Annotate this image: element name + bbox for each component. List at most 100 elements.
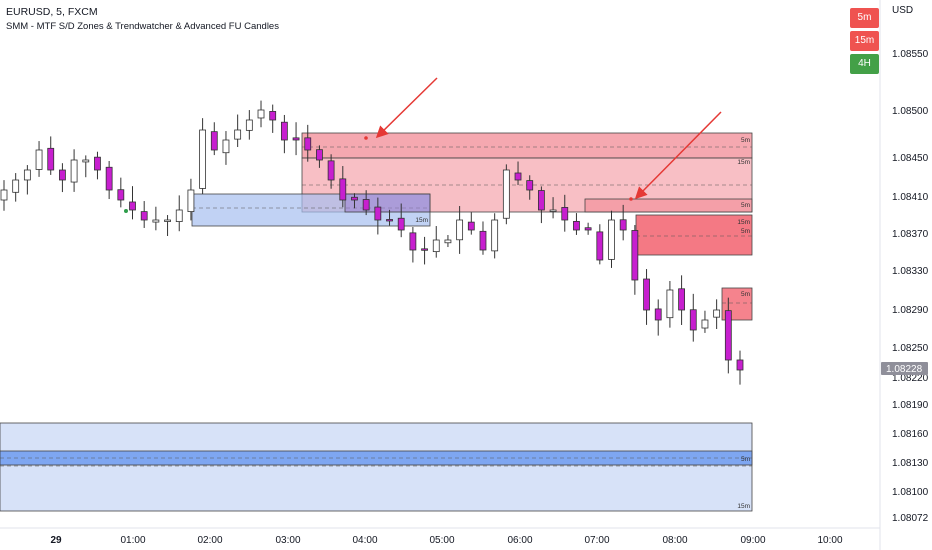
- supply-zone-15m-mid-label: 15m: [737, 219, 750, 226]
- candle-body: [432, 239, 440, 253]
- candle-body: [164, 219, 171, 222]
- arrow-1: [375, 77, 438, 139]
- candle-body: [175, 209, 183, 222]
- candle-body: [35, 149, 43, 170]
- arrow-2: [634, 111, 722, 200]
- candle-body: [596, 231, 604, 261]
- candle-body: [257, 109, 265, 119]
- supply-zone-5m-mid2-label: 5m: [741, 228, 750, 235]
- time-tick-label: 03:00: [275, 535, 300, 546]
- candle-body: [316, 149, 323, 161]
- candle-body: [362, 199, 370, 211]
- candlestick-series: [0, 100, 744, 385]
- currency-label[interactable]: USD: [892, 5, 914, 16]
- supply-zone-5m-top-label: 5m: [741, 137, 750, 144]
- time-tick-label: 05:00: [429, 535, 454, 546]
- time-tick-label: 29: [50, 535, 62, 546]
- demand-zone-5m-bottom-label: 5m: [741, 456, 750, 463]
- price-tick-label: 1.08100: [892, 487, 929, 498]
- candle-body: [210, 131, 218, 151]
- chart-grid: [0, 0, 881, 550]
- candle-body: [502, 169, 510, 219]
- candle-body: [526, 180, 534, 191]
- candle-body: [724, 310, 732, 361]
- candle-body: [0, 189, 8, 201]
- time-tick-label: 07:00: [584, 535, 609, 546]
- time-axis[interactable]: 29 01:00 02:00 03:00 04:00 05:00 06:00 07:00 08:…: [50, 535, 843, 546]
- candle-body: [152, 219, 160, 223]
- price-tick-label: 1.08250: [892, 343, 929, 354]
- candle-body: [351, 196, 358, 201]
- candle-body: [374, 206, 382, 221]
- supply-zone-5m-top: [301, 132, 753, 159]
- price-tick-label: 1.08290: [892, 305, 929, 316]
- price-tick-label: 1.08370: [892, 229, 929, 240]
- supply-zone-5m-low-label: 5m: [741, 291, 750, 298]
- candle-body: [129, 201, 136, 211]
- candle-body: [561, 207, 569, 221]
- signal-dot: [124, 209, 128, 213]
- time-tick-label: 10:00: [817, 535, 842, 546]
- candle-body: [59, 169, 66, 181]
- price-tick-label: 1.08190: [892, 400, 929, 411]
- candle-body: [386, 219, 393, 222]
- supply-zone-5m-mid-label: 5m: [741, 202, 750, 209]
- candle-body: [70, 159, 78, 183]
- candle-body: [736, 359, 744, 371]
- timeframe-15m-badge: 15m: [850, 31, 879, 51]
- price-tick-label: 1.08330: [892, 266, 929, 277]
- price-axis[interactable]: 1.08550 1.08500 1.08450 1.08410 1.08370 1.083…: [881, 49, 929, 524]
- candle-body: [689, 309, 697, 331]
- candle-body: [397, 217, 405, 231]
- sd-zones: 5m 15m 15m 5m 15m 5m 5m 5m 15m: [0, 132, 753, 512]
- candle-body: [537, 190, 545, 211]
- arrow-1-dot: [364, 136, 368, 140]
- candle-body: [701, 319, 709, 329]
- candle-body: [444, 239, 452, 244]
- price-tick-label: 1.08410: [892, 192, 929, 203]
- candle-body: [23, 169, 31, 181]
- price-tick-label: 1.08550: [892, 49, 929, 60]
- candle-body: [619, 219, 627, 231]
- candle-body: [82, 159, 90, 163]
- price-tick-label: 1.08450: [892, 153, 929, 164]
- time-tick-label: 09:00: [740, 535, 765, 546]
- demand-zone-15m-label: 15m: [415, 217, 428, 224]
- candle-body: [47, 147, 55, 171]
- price-tick-label: 1.08072: [892, 513, 929, 524]
- candle-body: [654, 308, 662, 321]
- candle-body: [666, 289, 674, 319]
- demand-zone-5m-bottom: [0, 450, 753, 466]
- candle-body: [713, 309, 721, 318]
- price-tick-label: 1.08220: [892, 373, 929, 384]
- price-tick-label: 1.08160: [892, 429, 929, 440]
- indicator-title[interactable]: SMM - MTF S/D Zones & Trendwatcher & Adv…: [6, 21, 279, 32]
- candle-body: [456, 219, 464, 241]
- candle-body: [327, 160, 335, 181]
- candle-body: [105, 166, 113, 191]
- demand-zone-15m-bottom: [0, 422, 753, 512]
- symbol-title[interactable]: EURUSD, 5, FXCM: [6, 6, 98, 18]
- candle-body: [479, 230, 487, 251]
- candle-body: [12, 179, 20, 193]
- current-price-label: 1.08228: [886, 364, 923, 375]
- candle-body: [409, 232, 417, 251]
- demand-zone-15m-bottom-label: 15m: [737, 503, 750, 510]
- candle-body: [549, 209, 557, 212]
- time-tick-label: 04:00: [352, 535, 377, 546]
- time-tick-label: 06:00: [507, 535, 532, 546]
- candle-body: [643, 278, 650, 311]
- time-tick-label: 08:00: [662, 535, 687, 546]
- current-price-tag: [881, 362, 928, 375]
- candle-body: [280, 121, 288, 141]
- candle-body: [94, 156, 101, 171]
- price-tick-label: 1.08500: [892, 106, 929, 117]
- candle-body: [187, 189, 195, 212]
- candle-body: [304, 137, 312, 151]
- candle-body: [421, 248, 428, 251]
- candle-body: [678, 288, 685, 311]
- candle-body: [117, 189, 125, 201]
- candle-body: [491, 219, 499, 252]
- candle-body: [584, 227, 592, 231]
